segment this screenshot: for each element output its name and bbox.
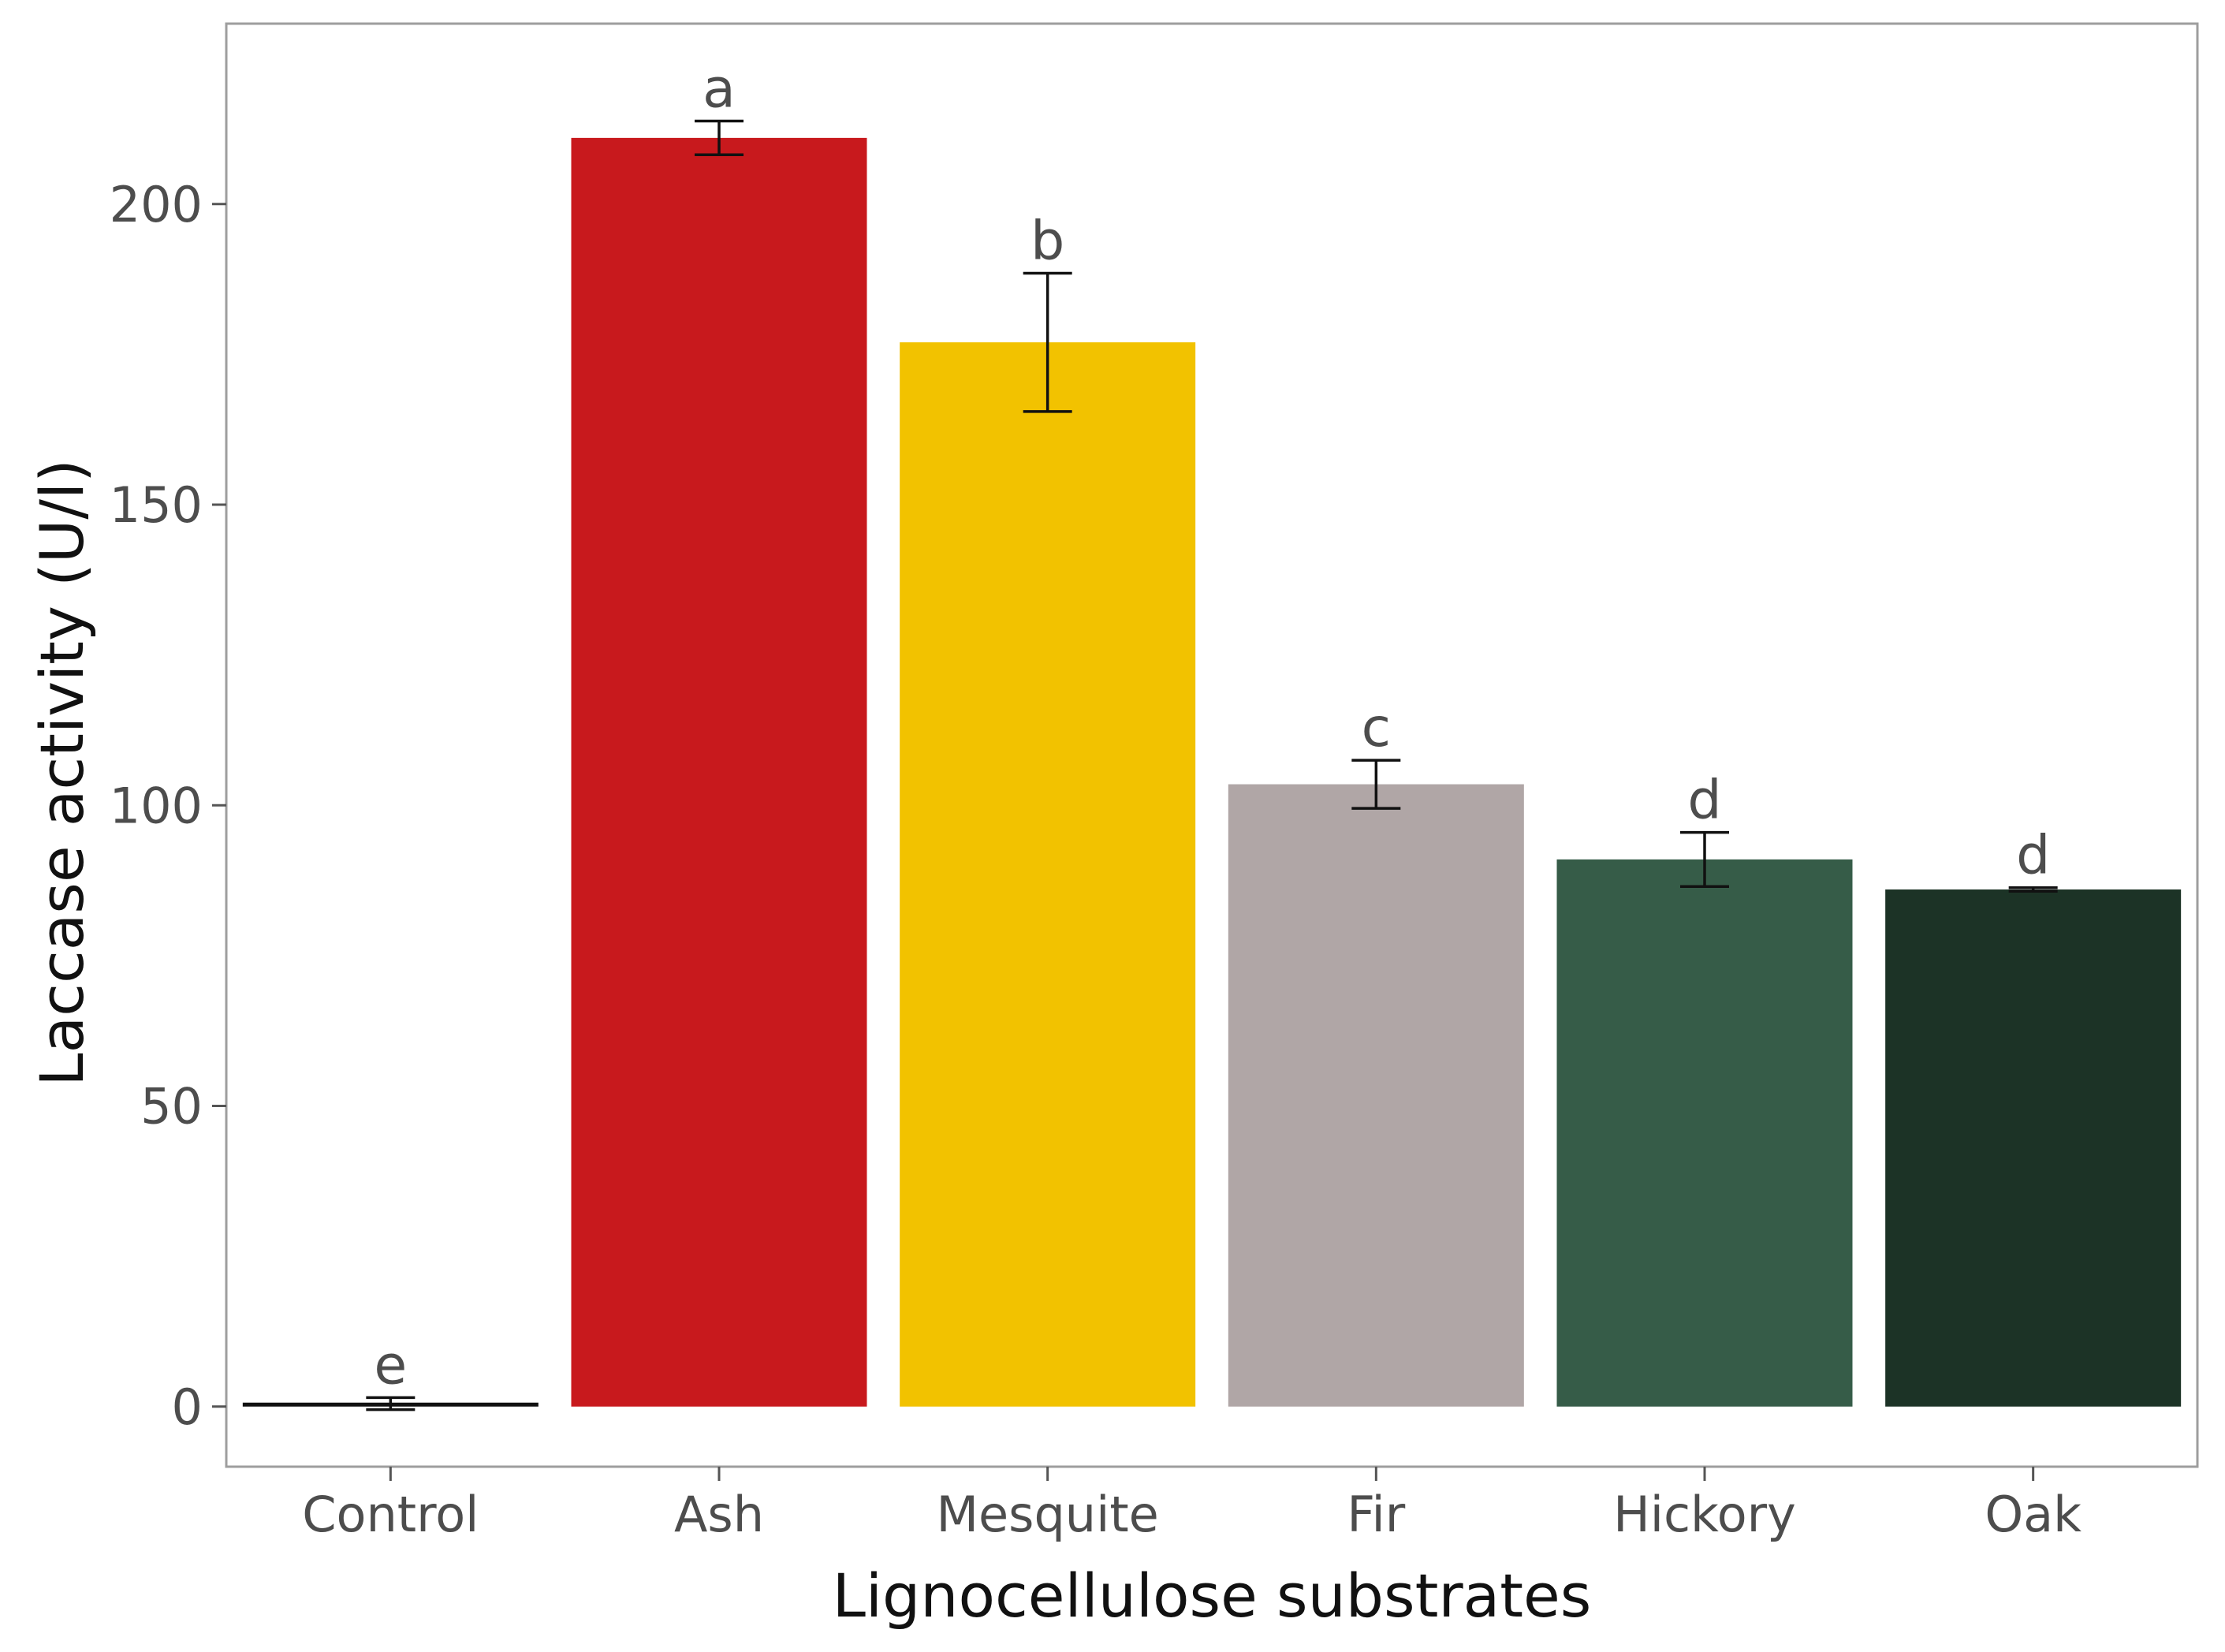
bar-fir	[1228, 784, 1524, 1407]
y-axis: 0 50 100 150 200	[110, 176, 226, 1436]
x-axis-title: Lignocellulose substrates	[833, 1561, 1592, 1631]
significance-letter-fir: c	[1362, 697, 1391, 759]
significance-letter-mesquite: b	[1031, 210, 1064, 272]
x-tick-label: Control	[302, 1486, 479, 1543]
x-tick-label: Mesquite	[937, 1486, 1159, 1543]
x-tick-label: Fir	[1347, 1486, 1405, 1543]
bar-oak	[1885, 889, 2182, 1407]
chart-marks	[242, 137, 2182, 1407]
error-bar-mesquite	[1023, 271, 1072, 413]
significance-letter-oak: d	[2016, 825, 2050, 887]
y-tick-label: 100	[110, 777, 203, 834]
x-tick-label: Hickory	[1613, 1486, 1796, 1543]
x-tick-label: Oak	[1985, 1486, 2082, 1543]
y-tick-label: 0	[172, 1378, 203, 1436]
significance-labels: e a b c d d	[374, 58, 2050, 1397]
error-bars	[366, 119, 2058, 1411]
plot-panel	[225, 22, 2199, 1468]
error-bar-ash	[695, 119, 744, 156]
y-tick-label: 50	[140, 1078, 203, 1136]
significance-letter-hickory: d	[1687, 770, 1721, 832]
significance-letter-ash: a	[703, 58, 736, 121]
y-tick-label: 200	[110, 176, 203, 233]
bar-hickory	[1556, 859, 1853, 1407]
bar-ash	[571, 137, 867, 1407]
x-tick-label: Ash	[674, 1486, 764, 1543]
x-axis: Control Ash Mesquite Fir Hickory Oak	[302, 1467, 2082, 1543]
bar-mesquite	[900, 342, 1196, 1407]
significance-letter-control: e	[374, 1334, 407, 1397]
error-bar-oak	[2008, 886, 2058, 893]
y-tick-label: 150	[110, 476, 203, 534]
error-bar-control	[366, 1396, 416, 1411]
error-bar-hickory	[1680, 830, 1729, 888]
y-axis-title: Laccase activity (U/l)	[27, 459, 97, 1087]
error-bar-fir	[1351, 759, 1401, 810]
